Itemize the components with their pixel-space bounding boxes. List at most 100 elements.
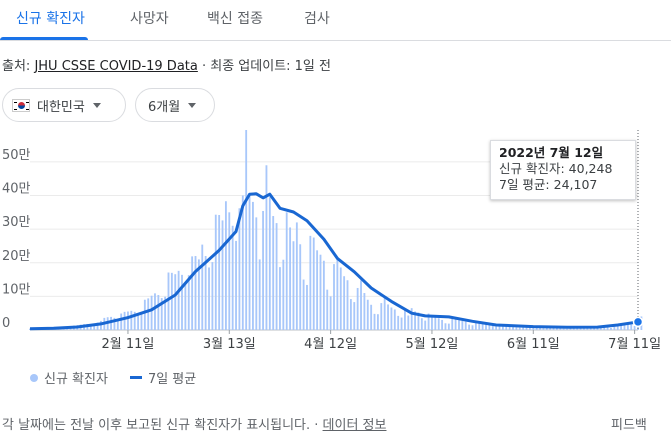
case-bar [356, 287, 359, 330]
case-bar [245, 130, 248, 330]
case-bar [349, 299, 352, 330]
case-bar [248, 193, 251, 330]
country-label: 대한민국 [37, 99, 85, 115]
case-bar [606, 327, 609, 330]
case-bar [414, 311, 416, 330]
source-link[interactable]: JHU CSSE COVID-19 Data [34, 59, 198, 74]
case-bar [110, 316, 112, 330]
case-bar [620, 323, 623, 330]
case-bar [201, 244, 204, 330]
tab-deaths[interactable]: 사망자 [130, 11, 169, 27]
case-bar [366, 299, 369, 330]
case-bar [116, 320, 119, 330]
case-bar [633, 325, 636, 330]
case-bar [420, 318, 423, 330]
case-bar [143, 299, 146, 330]
case-bar [238, 208, 241, 330]
case-bar [458, 320, 460, 330]
case-bar [532, 326, 535, 330]
case-bar [312, 237, 315, 330]
case-bar [437, 318, 440, 330]
cases-chart[interactable]: 0 10만 20만 30만 40만 50만 2월 11일 3월 13일 4월 12일 5월 12일… [0, 130, 671, 362]
y-tick-label: 20만 [2, 249, 31, 264]
case-bar [630, 324, 633, 330]
case-bar [329, 296, 332, 330]
case-bar [569, 327, 572, 330]
case-bar [306, 284, 308, 330]
case-bar [123, 311, 126, 330]
case-bar [461, 320, 464, 330]
case-bar [393, 309, 396, 330]
case-bar [431, 315, 433, 330]
case-bar [130, 310, 133, 330]
case-bar [265, 165, 268, 330]
source-prefix: 출처: [2, 59, 35, 74]
case-bar [579, 327, 582, 330]
case-bar [29, 328, 31, 330]
case-bar [468, 324, 471, 330]
case-bar [157, 295, 160, 330]
legend-7day-average: 7일 평균 [147, 372, 197, 387]
case-bar [282, 259, 285, 330]
case-bar [501, 324, 504, 330]
case-bar [339, 267, 342, 330]
case-bar [191, 256, 194, 330]
y-tick-label: 0 [2, 316, 10, 331]
seven-day-average-line [29, 192, 639, 331]
case-bar [268, 197, 271, 330]
case-bar [184, 283, 187, 330]
case-bar [603, 327, 606, 330]
footer-note: 각 날짜에는 전날 이후 보고된 신규 확진자가 표시됩니다. · 데이터 정보 [2, 414, 386, 433]
case-bar [221, 220, 224, 330]
feedback-link[interactable]: 피드백 [611, 418, 647, 433]
case-bar [89, 324, 92, 330]
tab-testing[interactable]: 검사 [304, 11, 330, 27]
case-bar [174, 274, 177, 330]
period-dropdown[interactable]: 6개월 [135, 88, 215, 122]
case-bar [292, 241, 295, 330]
case-bar [383, 297, 386, 330]
case-bar [272, 216, 275, 330]
case-bar [556, 327, 558, 330]
case-bar [390, 307, 393, 330]
case-bar [610, 327, 612, 330]
case-bar [295, 222, 298, 330]
case-bar [424, 320, 427, 330]
tooltip-7day-average: 7일 평균: 24,107 [499, 177, 598, 192]
case-bar [515, 327, 518, 330]
case-bar [491, 325, 494, 330]
x-tick-label: 6월 11일 [507, 337, 560, 352]
case-bar [495, 326, 498, 330]
chevron-down-icon [188, 102, 197, 108]
case-bar [498, 324, 501, 330]
case-bar [275, 223, 278, 330]
case-bar [252, 201, 254, 330]
case-bar [140, 312, 143, 330]
case-bar [427, 313, 430, 330]
case-bar [397, 315, 400, 330]
y-tick-label: 30만 [2, 215, 31, 230]
chart-tooltip: 2022년 7월 12일 신규 확진자: 40,248 7일 평균: 24,10… [490, 140, 636, 200]
case-bar [346, 280, 349, 330]
period-label: 6개월 [148, 99, 181, 115]
case-bar [224, 201, 227, 330]
case-bar [255, 217, 258, 330]
case-bar [380, 303, 383, 330]
case-bar [407, 315, 410, 330]
tab-new-cases[interactable]: 신규 확진자 [16, 11, 85, 27]
country-dropdown[interactable]: 대한민국 [2, 88, 126, 122]
case-bar [583, 327, 585, 330]
case-bar [211, 262, 214, 330]
case-bar [512, 325, 514, 330]
case-bar [522, 325, 525, 330]
case-bar [181, 274, 183, 330]
case-bar [258, 259, 261, 330]
tab-vaccinations[interactable]: 백신 접종 [207, 11, 263, 27]
y-tick-label: 10만 [2, 282, 31, 297]
case-bar [137, 314, 140, 330]
case-bar [542, 328, 545, 330]
case-bar [623, 323, 626, 330]
data-info-link[interactable]: 데이터 정보 [322, 418, 387, 433]
case-bar [177, 270, 180, 330]
case-bar [204, 256, 207, 330]
